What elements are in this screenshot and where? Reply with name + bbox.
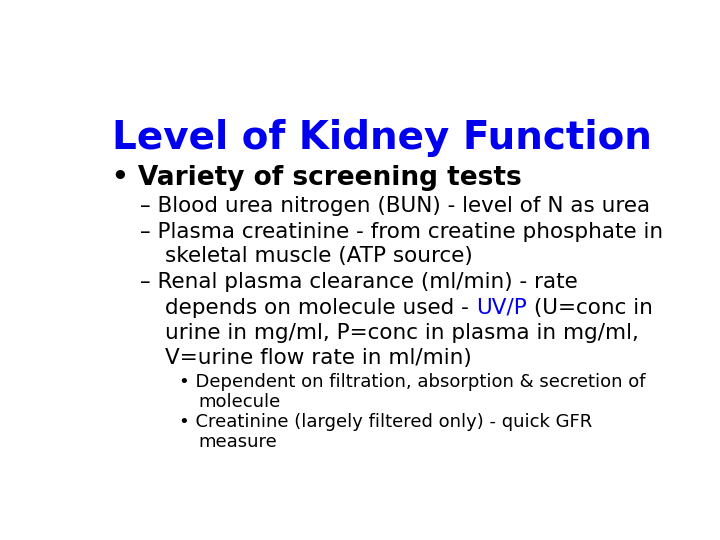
Text: urine in mg/ml, P=conc in plasma in mg/ml,: urine in mg/ml, P=conc in plasma in mg/m… — [166, 322, 639, 342]
Text: depends on molecule used -: depends on molecule used - — [166, 298, 476, 318]
Text: – Renal plasma clearance (ml/min) - rate: – Renal plasma clearance (ml/min) - rate — [140, 272, 578, 292]
Text: molecule: molecule — [199, 393, 281, 411]
Text: Level of Kidney Function: Level of Kidney Function — [112, 119, 652, 157]
Text: • Creatinine (largely filtered only) - quick GFR: • Creatinine (largely filtered only) - q… — [179, 413, 593, 431]
Text: V=urine flow rate in ml/min): V=urine flow rate in ml/min) — [166, 348, 472, 368]
Text: • Dependent on filtration, absorption & secretion of: • Dependent on filtration, absorption & … — [179, 373, 646, 392]
Text: • Variety of screening tests: • Variety of screening tests — [112, 165, 522, 191]
Text: – Plasma creatinine - from creatine phosphate in: – Plasma creatinine - from creatine phos… — [140, 222, 663, 242]
Text: measure: measure — [199, 433, 278, 451]
Text: – Blood urea nitrogen (BUN) - level of N as urea: – Blood urea nitrogen (BUN) - level of N… — [140, 196, 650, 216]
Text: (U=conc in: (U=conc in — [527, 298, 652, 318]
Text: UV/P: UV/P — [476, 298, 527, 318]
Text: skeletal muscle (ATP source): skeletal muscle (ATP source) — [166, 246, 473, 266]
